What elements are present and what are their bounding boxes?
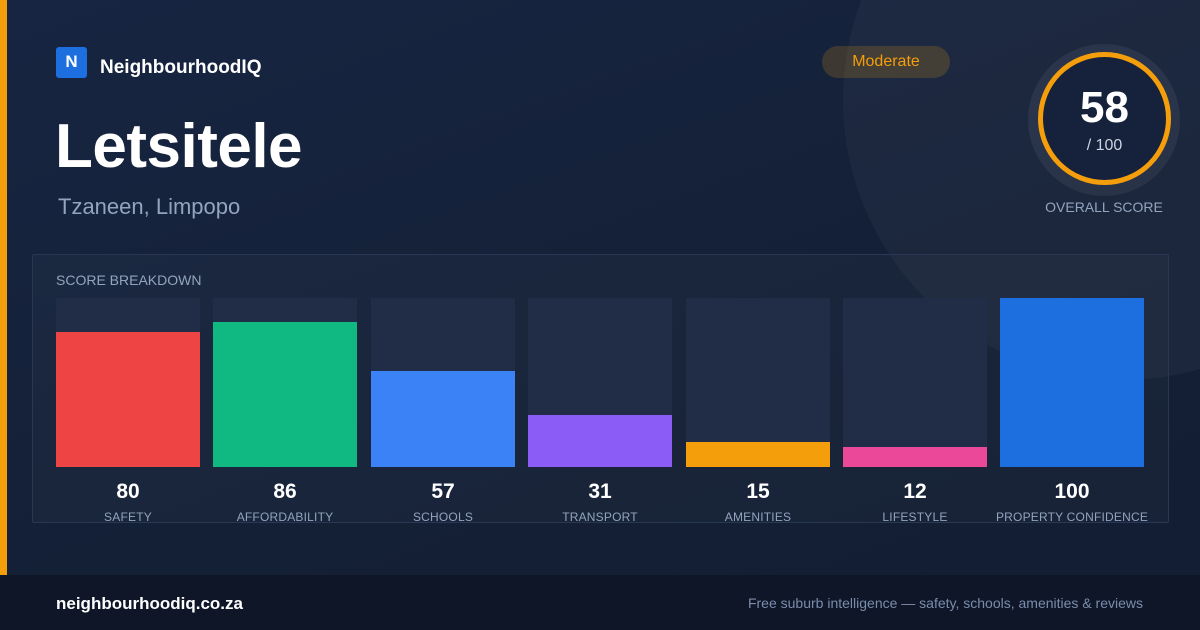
bar-value: 31 (588, 480, 612, 503)
bar-track (528, 298, 672, 467)
bar-value: 15 (746, 480, 770, 503)
bar-label: SAFETY (104, 510, 152, 524)
footer-tagline: Free suburb intelligence — safety, schoo… (747, 595, 1143, 611)
bar-track (213, 298, 357, 467)
brand-logo-icon: N (56, 46, 87, 78)
overall-score-caption: OVERALL SCORE (1045, 199, 1163, 215)
bar-label: LIFESTYLE (882, 510, 948, 524)
brand: N NeighbourhoodIQ (56, 45, 261, 79)
bar-track (56, 298, 200, 467)
overall-score-value: 58 (1080, 83, 1129, 132)
bar-fill (56, 332, 200, 467)
overall-score-max: / 100 (1086, 137, 1123, 154)
share-card: N NeighbourhoodIQ Letsitele Tzaneen, Lim… (0, 0, 1200, 575)
bar-value: 12 (903, 480, 927, 503)
score-ring: 58 / 100 (1038, 52, 1171, 185)
rating-badge: Moderate (822, 46, 950, 78)
bar-label: AFFORDABILITY (236, 510, 334, 524)
bar-value: 80 (116, 480, 140, 503)
bar-label: PROPERTY CONFIDENCE (995, 510, 1149, 524)
bar-fill (528, 415, 672, 467)
bar-track (843, 298, 987, 467)
footer-url: neighbourhoodiq.co.za (56, 594, 243, 613)
bar-track (686, 298, 830, 467)
bar-value: 100 (1054, 480, 1090, 503)
suburb-title: Letsitele (55, 112, 303, 181)
brand-name: NeighbourhoodIQ (100, 57, 262, 78)
score-breakdown-panel: SCORE BREAKDOWN 80 SAFETY 86 AFFORDABILITY 5… (32, 254, 1169, 524)
bar-fill (213, 322, 357, 467)
bar-label: TRANSPORT (562, 510, 638, 524)
bar-track (371, 298, 515, 467)
bar-fill (371, 371, 515, 467)
bar-fill (686, 442, 830, 467)
overall-score-badge: 58 / 100 (1028, 44, 1180, 196)
footer: neighbourhoodiq.co.za Free suburb intell… (0, 575, 1200, 630)
bar-fill (1000, 298, 1144, 467)
bar-value: 57 (431, 480, 455, 503)
bar-value: 86 (273, 480, 297, 503)
bar-fill (843, 447, 987, 467)
bar-label: AMENITIES (724, 510, 792, 524)
breakdown-title: SCORE BREAKDOWN (56, 272, 202, 288)
bar-label: SCHOOLS (412, 510, 474, 524)
bar-track (1000, 298, 1144, 467)
suburb-location: Tzaneen, Limpopo (58, 194, 241, 219)
accent-stripe (0, 0, 7, 575)
